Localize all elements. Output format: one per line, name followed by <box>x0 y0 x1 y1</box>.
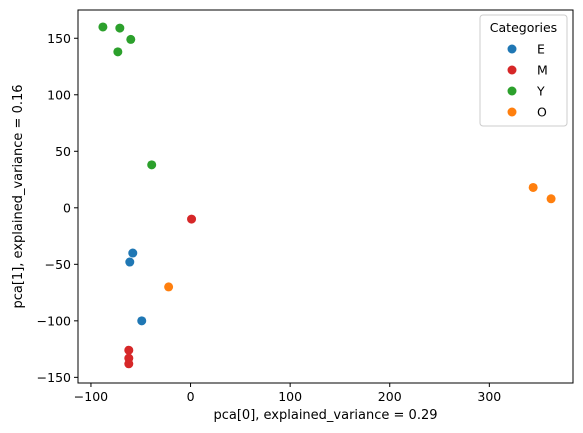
data-point-o <box>546 194 556 204</box>
data-point-y <box>113 47 123 57</box>
y-axis-label: pca[1], explained_variance = 0.16 <box>11 84 26 308</box>
data-point-e <box>125 257 135 267</box>
data-point-o <box>164 282 174 292</box>
legend-marker-y <box>507 86 517 96</box>
legend-marker-o <box>507 107 517 117</box>
y-tick-label: −150 <box>37 370 71 385</box>
data-points <box>98 22 556 369</box>
data-point-m <box>124 359 134 369</box>
legend-marker-m <box>507 65 517 75</box>
y-tick-label: −100 <box>37 313 71 328</box>
data-point-o <box>528 182 538 192</box>
legend-label-e: E <box>537 42 545 57</box>
plot-frame <box>77 9 574 384</box>
data-point-y <box>98 22 108 32</box>
legend-label-o: O <box>537 105 547 120</box>
data-point-e <box>128 248 138 258</box>
data-point-y <box>147 160 157 170</box>
legend-label-y: Y <box>536 84 545 99</box>
legend-frame <box>479 14 568 127</box>
y-tick-label: 50 <box>55 144 71 159</box>
x-tick-label: 0 <box>187 389 195 404</box>
x-tick-label: 100 <box>278 389 302 404</box>
legend-label-m: M <box>537 63 548 78</box>
y-tick-label: 150 <box>47 31 71 46</box>
data-point-m <box>187 214 197 224</box>
y-tick-label: 100 <box>47 87 71 102</box>
legend-marker-e <box>507 44 517 54</box>
data-point-y <box>126 34 136 44</box>
x-axis-label: pca[0], explained_variance = 0.29 <box>213 408 437 423</box>
x-tick-label: −100 <box>74 389 108 404</box>
data-point-y <box>115 23 125 33</box>
y-tick-label: 0 <box>63 200 71 215</box>
data-point-e <box>137 316 147 326</box>
x-tick-label: 300 <box>477 389 501 404</box>
y-tick-label: −50 <box>45 257 71 272</box>
x-tick-label: 200 <box>378 389 402 404</box>
legend-title: Categories <box>490 20 557 35</box>
data-point-m <box>124 345 134 355</box>
